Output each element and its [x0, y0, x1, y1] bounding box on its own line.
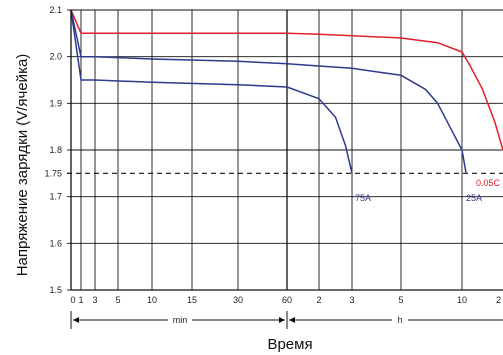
grid — [71, 9, 503, 290]
y-tick-label: 1.7 — [49, 192, 62, 202]
x-tick-label: 60 — [282, 295, 292, 305]
y-tick-label: 2.0 — [49, 52, 62, 62]
y-axis-title: Напряжение зарядки (V/ячейка) — [14, 54, 31, 277]
unit-bracket-arrow — [73, 317, 79, 323]
x-tick-label: 1 — [78, 295, 83, 305]
x-tick-label: 0 — [70, 295, 75, 305]
series-label-75A: 75A — [355, 193, 371, 203]
unit-bracket-arrow — [279, 317, 285, 323]
x-tick-label: 10 — [457, 295, 467, 305]
series-line-0_05C — [70, 9, 503, 151]
x-tick-label: 3 — [349, 295, 354, 305]
x-tick-label: 2 — [316, 295, 321, 305]
y-tick-label: 1.8 — [49, 145, 62, 155]
x-tick-label: 15 — [187, 295, 197, 305]
y-tick-label: 1.9 — [49, 98, 62, 108]
series-label-25A: 25A — [466, 193, 482, 203]
x-tick-label: 2 — [496, 295, 501, 305]
x-tick-label: 5 — [398, 295, 403, 305]
x-tick-label: 10 — [147, 295, 157, 305]
series-layer — [70, 9, 503, 174]
x-tick-label: 30 — [233, 295, 243, 305]
y-tick-label: 1.6 — [49, 238, 62, 248]
series-line-75A — [70, 9, 353, 174]
x-tick-label: 3 — [92, 295, 97, 305]
series-label-0_05C: 0.05C — [476, 178, 501, 188]
x-tick-label: 5 — [115, 295, 120, 305]
unit-bracket-arrow — [289, 317, 295, 323]
y-tick-label: 1.5 — [49, 285, 62, 295]
unit-label-min: min — [173, 315, 188, 325]
y-tick-label: 2.1 — [49, 5, 62, 15]
axes: 1.51.61.71.751.81.92.02.10 1 3 5 10 15 30 60 2 3 5… — [44, 5, 503, 329]
y-tick-label: 1.75 — [44, 168, 62, 178]
labels: 0.05C 25A 75A — [355, 178, 501, 203]
series-line-25A — [70, 9, 467, 174]
unit-label-h: h — [397, 315, 402, 325]
x-axis-title: Время — [267, 336, 312, 353]
